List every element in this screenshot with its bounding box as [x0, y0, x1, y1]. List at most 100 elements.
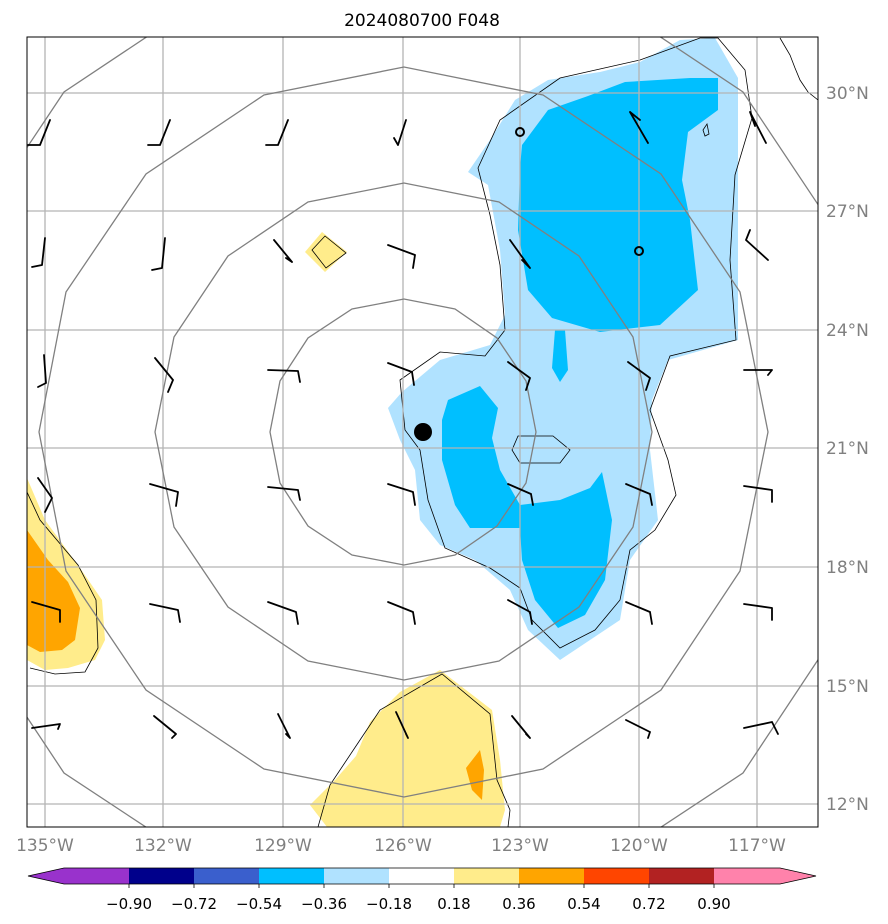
colorbar-tick-label: 0.36 — [502, 895, 535, 913]
wind-barb — [267, 369, 301, 383]
lon-label: 135°W — [16, 836, 74, 856]
colorbar-tick-label: 0.54 — [567, 895, 600, 913]
range-ring-1 — [269, 298, 537, 566]
colorbar-tick-label: 0.72 — [632, 895, 665, 913]
lat-label: 30°N — [826, 84, 869, 104]
outline-yellow-west — [27, 491, 99, 675]
small-circle-marker — [515, 127, 525, 137]
colorbar-extend-low — [28, 868, 64, 884]
lon-label: 129°W — [254, 836, 312, 856]
wind-barb — [151, 237, 166, 271]
wind-barb — [395, 711, 409, 739]
orange-region-south — [466, 750, 484, 800]
wind-barb — [743, 721, 779, 735]
wind-barb — [387, 601, 416, 625]
range-ring-3 — [38, 66, 769, 798]
wind-barb — [267, 486, 301, 501]
small-circle-marker — [634, 246, 644, 256]
wind-barb — [507, 599, 533, 625]
wind-barb — [625, 483, 653, 506]
colorbar-segment — [584, 868, 650, 884]
wind-barbs — [27, 111, 779, 739]
map-frame — [26, 36, 819, 828]
colorbar-tick-label: 0.90 — [697, 895, 730, 913]
wind-barb — [149, 603, 181, 623]
lon-label: 120°W — [610, 836, 668, 856]
wind-barb — [743, 603, 773, 621]
outline-small-loop — [702, 122, 710, 137]
wind-barb — [27, 119, 51, 146]
wind-barb — [37, 354, 47, 388]
wind-barb — [31, 723, 61, 730]
colorbar-tick-label: 0.18 — [437, 895, 470, 913]
colorbar-tick-label: −0.18 — [366, 895, 412, 913]
colorbar-segment — [129, 868, 195, 884]
lat-label: 15°N — [826, 677, 869, 697]
wind-barb — [147, 119, 171, 146]
colorbar-segment — [324, 868, 390, 884]
lon-label: 117°W — [728, 836, 786, 856]
outline-negative — [399, 37, 753, 649]
wind-barb — [627, 361, 651, 391]
wind-barb — [511, 715, 531, 739]
wind-barb — [387, 483, 416, 506]
latitude-labels: 30°N 27°N 24°N 21°N 18°N 15°N 12°N — [826, 84, 869, 815]
wind-barb — [387, 362, 415, 386]
outline-yellow-blob — [311, 235, 347, 269]
wind-barb — [149, 483, 179, 507]
wind-barb — [31, 601, 61, 623]
wind-barb — [745, 229, 769, 261]
wind-barb — [393, 119, 407, 146]
colorbar-tick-label: −0.54 — [236, 895, 282, 913]
wind-barb — [153, 715, 177, 739]
wind-barb — [749, 111, 767, 144]
wind-barb — [267, 601, 299, 625]
wind-barb — [743, 485, 773, 503]
wind-barb — [37, 477, 53, 513]
colorbar: −0.90 −0.72 −0.54 −0.36 −0.18 0.18 0.36 … — [27, 867, 817, 913]
wind-barb — [507, 361, 531, 391]
wind-barb — [743, 369, 773, 376]
gridlines — [27, 37, 818, 827]
wind-barb — [273, 239, 293, 263]
colorbar-segment — [389, 868, 455, 884]
lon-label: 132°W — [134, 836, 192, 856]
lon-label: 123°W — [491, 836, 549, 856]
outline-yellow-south — [317, 673, 511, 827]
colorbar-segment — [454, 868, 520, 884]
colorbar-tick-label: −0.72 — [171, 895, 217, 913]
lat-label: 21°N — [826, 439, 869, 459]
wind-barb — [154, 357, 174, 393]
storm-center-dot — [414, 423, 432, 441]
wind-barb — [387, 244, 416, 269]
colorbar-segment — [519, 868, 585, 884]
colorbar-tick-label: −0.90 — [106, 895, 152, 913]
blue-region-small — [552, 330, 568, 382]
wind-barb — [509, 239, 531, 269]
wind-barb — [265, 119, 289, 146]
figure-title: 2024080700 F048 — [344, 11, 500, 31]
wind-barb — [31, 237, 46, 268]
lat-label: 27°N — [826, 202, 869, 222]
colorbar-extend-high — [780, 868, 816, 884]
lat-label: 18°N — [826, 558, 869, 578]
outline-inner-hole — [511, 435, 571, 464]
colorbar-tick-label: −0.36 — [301, 895, 347, 913]
range-ring-2 — [154, 182, 653, 681]
colorbar-outline — [27, 867, 817, 885]
wind-barb — [629, 111, 649, 144]
blue-region — [518, 78, 718, 332]
colorbar-segment — [64, 868, 130, 884]
light-yellow-blob — [305, 232, 347, 272]
wind-barb — [507, 483, 534, 506]
colorbar-segment — [649, 868, 715, 884]
lon-label: 126°W — [374, 836, 432, 856]
longitude-labels: 135°W 132°W 129°W 126°W 123°W 120°W 117°… — [16, 836, 786, 856]
colorbar-segment — [714, 868, 780, 884]
colorbar-ticks — [128, 884, 715, 888]
orange-region-west — [27, 530, 80, 652]
wind-barb — [625, 719, 651, 739]
